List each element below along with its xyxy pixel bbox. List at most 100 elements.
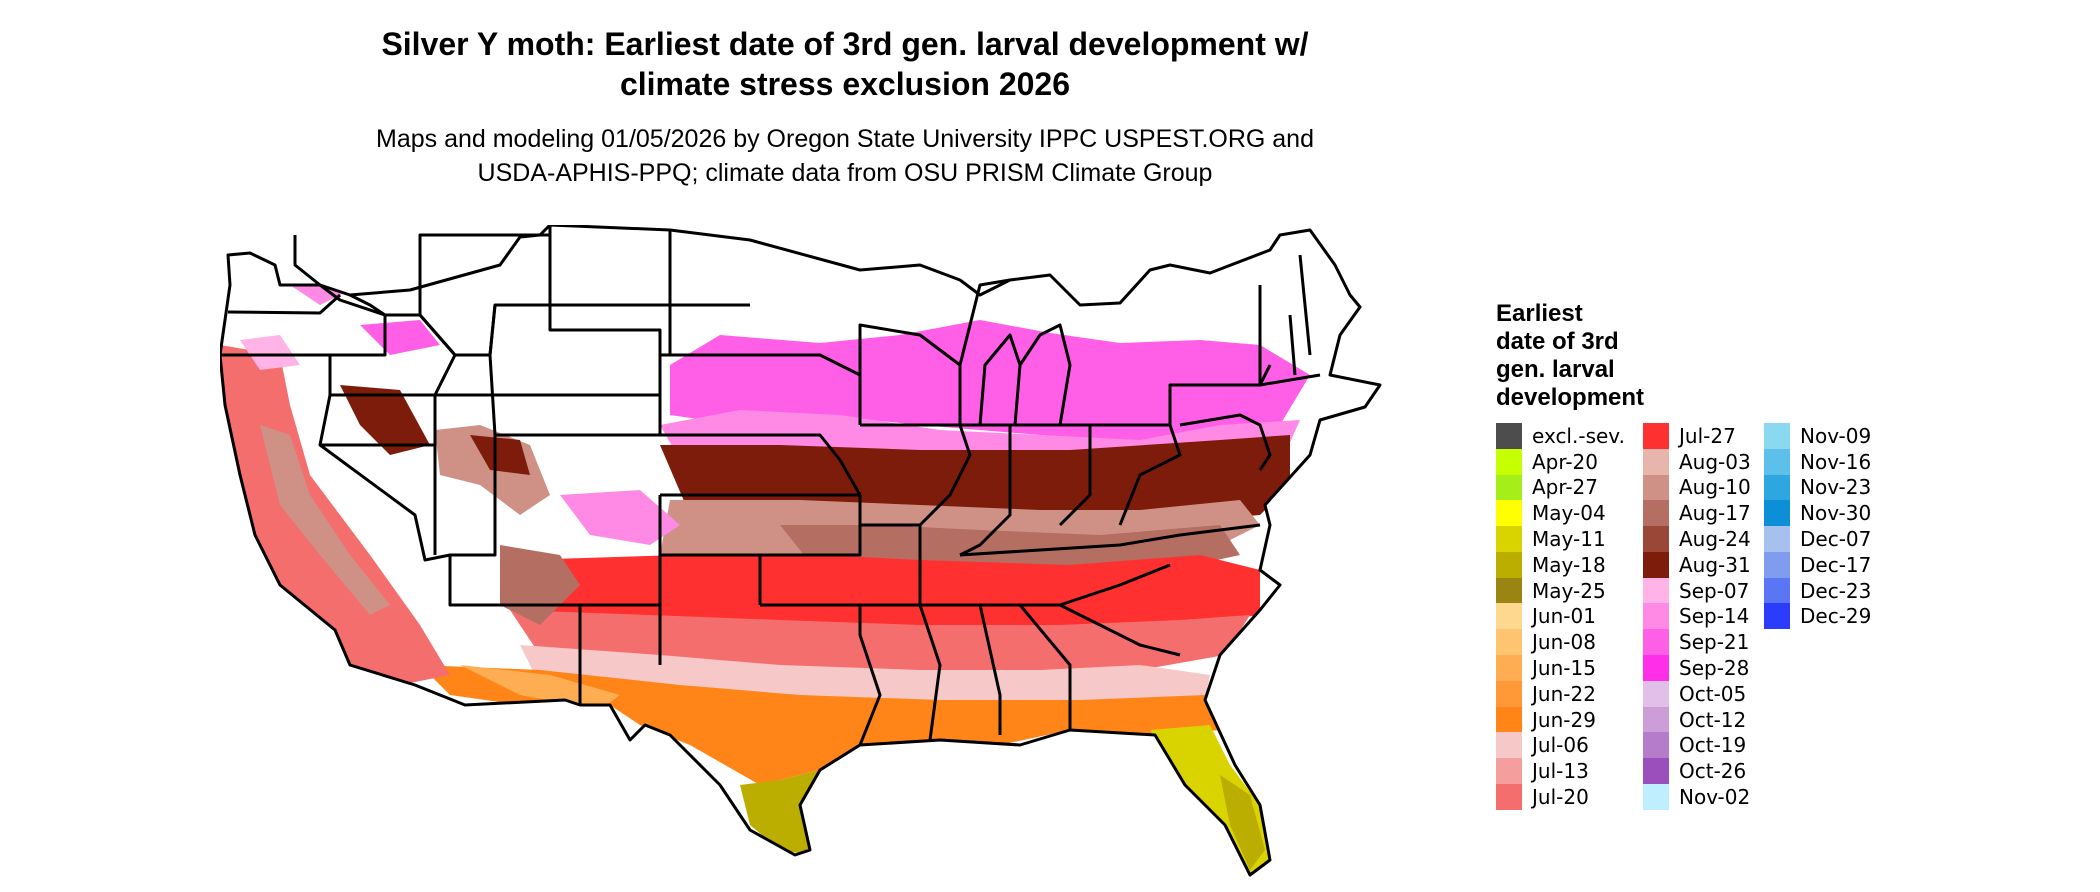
legend-swatch	[1496, 474, 1522, 501]
legend-label: Jun-01	[1532, 604, 1596, 629]
legend-label: May-04	[1532, 501, 1606, 526]
us-phenology-map	[220, 225, 1382, 877]
legend-swatch	[1643, 784, 1669, 811]
legend-label: Nov-02	[1679, 785, 1751, 810]
legend-swatch	[1764, 448, 1790, 475]
legend-item: Apr-27	[1496, 474, 1625, 501]
legend-swatch	[1496, 448, 1522, 475]
legend-swatch	[1643, 758, 1669, 785]
legend-swatch	[1643, 422, 1669, 449]
legend-item: Jul-20	[1496, 784, 1625, 811]
legend-swatch	[1764, 500, 1790, 527]
legend-swatch	[1496, 603, 1522, 630]
legend-label: May-11	[1532, 527, 1606, 552]
legend-item: May-18	[1496, 551, 1625, 578]
legend-label: Jul-27	[1679, 423, 1736, 448]
legend-label: Dec-17	[1800, 552, 1872, 577]
legend-swatch	[1643, 526, 1669, 553]
legend-item: Oct-26	[1643, 758, 1751, 785]
legend-swatch	[1496, 629, 1522, 656]
legend-label: Apr-27	[1532, 475, 1598, 500]
legend-item: Nov-30	[1764, 500, 1872, 527]
legend-item: excl.-sev.	[1496, 422, 1625, 449]
legend-item: Aug-03	[1643, 448, 1751, 475]
legend-label: Aug-10	[1679, 475, 1751, 500]
legend-label: Oct-05	[1679, 681, 1747, 706]
legend-swatch	[1643, 680, 1669, 707]
legend-label: Dec-23	[1800, 578, 1872, 603]
legend-label: May-25	[1532, 578, 1606, 603]
legend-label: Aug-03	[1679, 449, 1751, 474]
legend-item: Dec-07	[1764, 526, 1872, 553]
legend-item: Dec-29	[1764, 603, 1871, 630]
legend-item: Apr-20	[1496, 448, 1625, 475]
legend-swatch	[1643, 629, 1669, 656]
legend-label: Jun-29	[1532, 707, 1596, 732]
legend-item: Jun-22	[1496, 680, 1625, 707]
legend-label: Aug-31	[1679, 552, 1751, 577]
legend-label: Sep-21	[1679, 630, 1750, 655]
map-subtitle: Maps and modeling 01/05/2026 by Oregon S…	[376, 125, 1314, 187]
legend-item: Aug-24	[1643, 526, 1751, 553]
legend-label: Sep-28	[1679, 656, 1750, 681]
legend-swatch	[1643, 500, 1669, 527]
legend-column-3: Nov-09 Nov-16 Nov-23 Nov-30 Dec-07 Dec-1…	[1764, 422, 1872, 630]
legend-label: Oct-19	[1679, 733, 1747, 758]
legend-label: Dec-07	[1800, 527, 1872, 552]
legend-item: Sep-14	[1643, 603, 1751, 630]
legend-swatch	[1496, 680, 1522, 707]
legend-swatch	[1643, 732, 1669, 759]
legend-label: Sep-14	[1679, 604, 1750, 629]
legend-item: Jun-01	[1496, 603, 1625, 630]
legend-swatch	[1496, 500, 1522, 527]
legend-swatch	[1764, 422, 1790, 449]
legend-swatch	[1643, 474, 1669, 501]
legend-swatch	[1643, 655, 1669, 682]
legend-item: Oct-05	[1643, 680, 1751, 707]
legend-swatch	[1496, 551, 1522, 578]
legend-item: Nov-23	[1764, 474, 1871, 501]
legend-item: May-11	[1496, 526, 1625, 553]
legend-swatch	[1496, 577, 1522, 604]
legend-item: Jun-29	[1496, 706, 1625, 733]
legend-swatch	[1764, 577, 1790, 604]
legend-swatch	[1496, 758, 1522, 785]
legend-item: May-04	[1496, 500, 1625, 527]
legend-label: Nov-16	[1800, 449, 1872, 474]
legend-swatch	[1496, 655, 1522, 682]
legend-item: Jul-06	[1496, 732, 1625, 759]
legend-label: Oct-26	[1679, 759, 1747, 784]
legend-swatch	[1764, 603, 1790, 630]
legend-item: Jul-27	[1643, 422, 1751, 449]
legend-label: Aug-17	[1679, 501, 1751, 526]
legend-item: Aug-10	[1643, 474, 1751, 501]
legend-item: Aug-31	[1643, 551, 1751, 578]
legend-swatch	[1643, 577, 1669, 604]
legend-item: Oct-19	[1643, 732, 1751, 759]
legend-item: Sep-07	[1643, 577, 1751, 604]
legend-swatch	[1643, 603, 1669, 630]
legend-label: Aug-24	[1679, 527, 1751, 552]
legend-item: Oct-12	[1643, 706, 1751, 733]
legend-swatch	[1643, 706, 1669, 733]
legend-column-2: Jul-27 Aug-03 Aug-10 Aug-17 Aug-24 Aug-3…	[1643, 422, 1751, 811]
legend-item: Sep-21	[1643, 629, 1751, 656]
legend-swatch	[1496, 422, 1522, 449]
legend-label: Nov-30	[1800, 501, 1872, 526]
map-title: Silver Y moth: Earliest date of 3rd gen.…	[381, 26, 1309, 102]
legend-label: May-18	[1532, 552, 1606, 577]
legend-label: Jul-06	[1532, 733, 1589, 758]
legend-item: Jun-08	[1496, 629, 1625, 656]
legend-item: Jun-15	[1496, 655, 1625, 682]
legend-label: Jun-08	[1532, 630, 1596, 655]
legend-swatch	[1496, 784, 1522, 811]
legend-label: Sep-07	[1679, 578, 1750, 603]
legend-swatch	[1643, 551, 1669, 578]
legend-item: Nov-02	[1643, 784, 1751, 811]
legend-swatch	[1643, 448, 1669, 475]
legend-swatch	[1764, 474, 1790, 501]
legend-item: Nov-09	[1764, 422, 1871, 449]
legend-item: Aug-17	[1643, 500, 1751, 527]
legend-item: Dec-23	[1764, 577, 1872, 604]
legend-item: Sep-28	[1643, 655, 1751, 682]
